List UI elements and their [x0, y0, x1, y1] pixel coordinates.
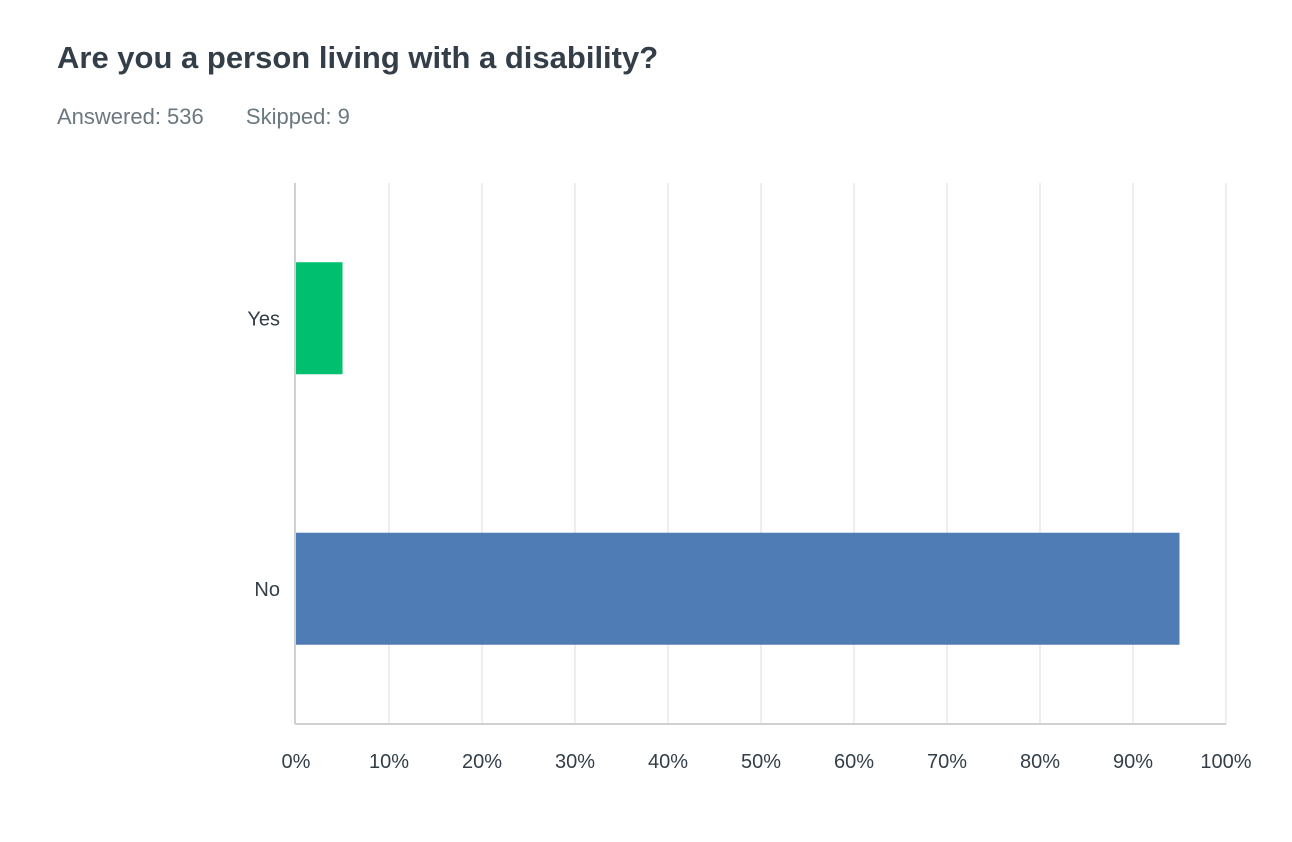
question-title: Are you a person living with a disabilit…	[57, 40, 659, 75]
category-label: Yes	[247, 308, 280, 330]
x-tick-label: 40%	[648, 751, 688, 773]
response-stats: Answered: 536 Skipped: 9	[57, 104, 386, 130]
x-tick-label: 10%	[369, 751, 409, 773]
x-tick-label: 90%	[1113, 751, 1153, 773]
x-tick-label: 60%	[834, 751, 874, 773]
x-tick-label: 20%	[462, 751, 502, 773]
category-label: No	[254, 579, 280, 601]
x-tick-label: 80%	[1020, 751, 1060, 773]
bar-yes	[296, 262, 343, 375]
x-tick-label: 100%	[1200, 751, 1251, 773]
bar-no	[296, 532, 1180, 645]
answered-count: Answered: 536	[57, 104, 204, 129]
skipped-count: Skipped: 9	[245, 104, 350, 129]
x-tick-label: 30%	[555, 751, 595, 773]
x-tick-label: 70%	[927, 751, 967, 773]
x-tick-label: 50%	[741, 751, 781, 773]
x-tick-label: 0%	[282, 751, 311, 773]
